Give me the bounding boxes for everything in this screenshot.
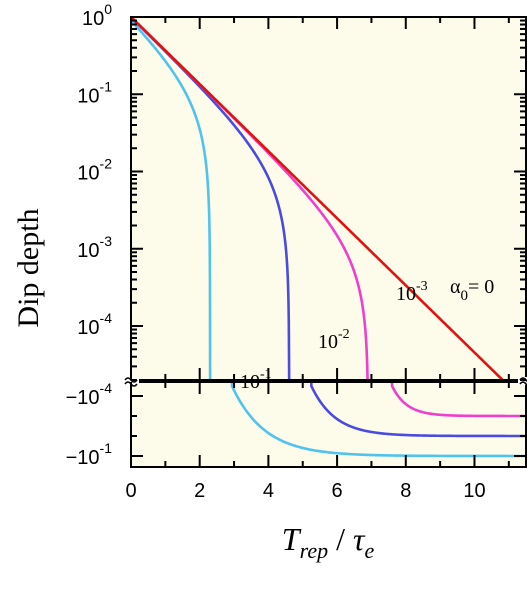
series-label: 10-2 [318, 327, 350, 353]
series-label: 10-3 [396, 279, 428, 305]
plot-frame [130, 16, 527, 468]
series-curve-bottom [310, 382, 526, 438]
y-tick-label: 10-2 [77, 156, 112, 185]
x-tick-label: 4 [263, 480, 274, 502]
series-curve-bottom [390, 382, 526, 418]
x-tick-label: 0 [125, 480, 136, 502]
series-label: α0= 0 [450, 276, 494, 304]
series-label: 10-1 [240, 367, 272, 393]
x-tick-label: 10 [463, 480, 485, 502]
plot-background [131, 17, 526, 467]
y-tick-label: −10-1 [66, 440, 113, 469]
x-axis-title: Trep / τe [282, 521, 375, 563]
y-tick-label: 10-4 [77, 310, 112, 339]
x-tick-label: 2 [194, 480, 205, 502]
series-curve-bottom [230, 382, 526, 458]
axis-break-mark [519, 381, 527, 387]
series-curve-top [131, 19, 212, 380]
y-axis-title: Dip depth [12, 208, 45, 327]
y-tick-label: −10-4 [66, 380, 113, 409]
x-tick-label: 6 [332, 480, 343, 502]
y-tick-label: 100 [82, 1, 112, 30]
series-curve-top [131, 17, 505, 380]
x-tick-label: 8 [400, 480, 411, 502]
y-tick-label: 10-3 [77, 233, 112, 262]
series-curve-top [131, 17, 291, 380]
y-tick-label: 10-1 [77, 78, 112, 107]
